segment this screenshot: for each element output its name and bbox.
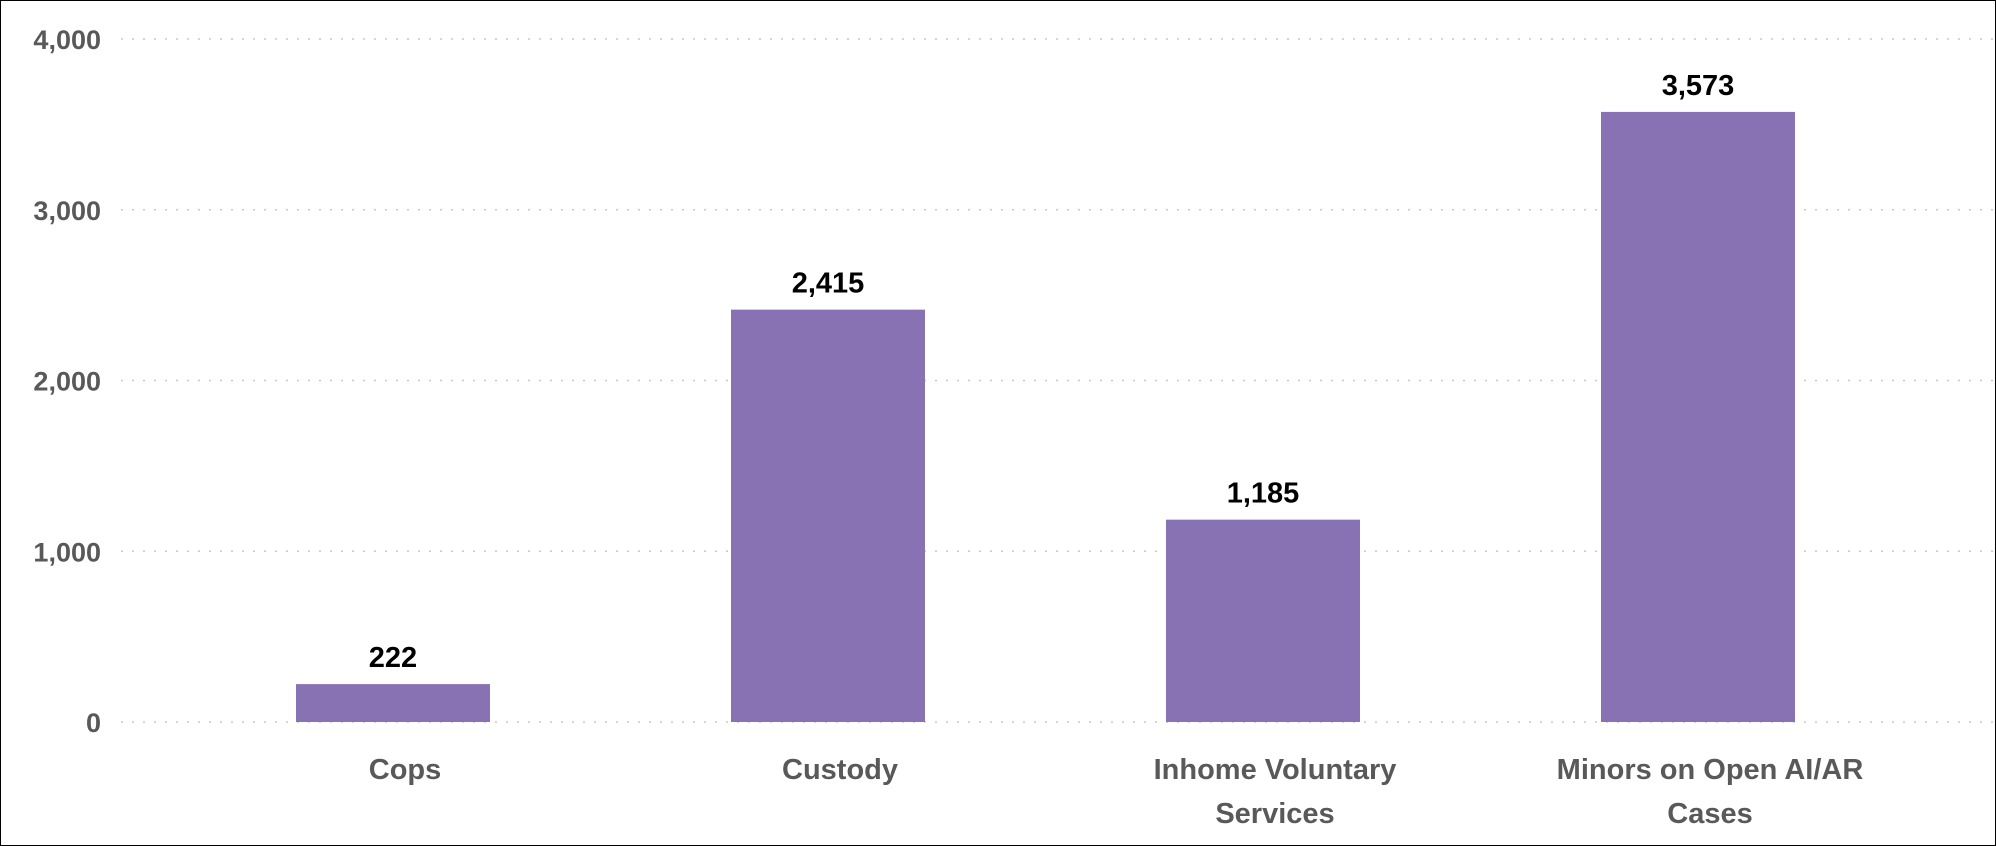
bar	[1601, 111, 1795, 722]
data-label: 3,573	[1662, 70, 1735, 102]
bar	[296, 684, 490, 722]
bar	[731, 309, 925, 722]
y-tick-label: 3,000	[33, 196, 101, 226]
y-tick-label: 1,000	[33, 537, 101, 567]
x-tick-label: Cases	[1667, 798, 1752, 830]
bar	[1166, 519, 1360, 722]
y-tick-label: 4,000	[33, 25, 101, 55]
x-tick-label: Cops	[369, 754, 442, 786]
data-label: 222	[369, 642, 417, 674]
x-tick-label: Custody	[782, 754, 898, 786]
x-tick-label: Inhome Voluntary	[1154, 754, 1397, 786]
data-label: 1,185	[1227, 478, 1300, 510]
x-tick-label: Minors on Open AI/AR	[1557, 754, 1864, 786]
data-label: 2,415	[792, 268, 865, 300]
y-tick-label: 0	[86, 708, 101, 738]
x-tick-label: Services	[1215, 798, 1334, 830]
y-tick-label: 2,000	[33, 367, 101, 397]
